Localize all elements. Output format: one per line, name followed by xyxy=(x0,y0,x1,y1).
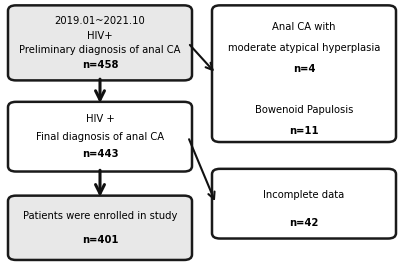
Text: 2019.01~2021.10: 2019.01~2021.10 xyxy=(55,16,145,26)
FancyBboxPatch shape xyxy=(212,169,396,239)
FancyBboxPatch shape xyxy=(212,5,396,142)
Text: Preliminary diagnosis of anal CA: Preliminary diagnosis of anal CA xyxy=(19,45,181,55)
Text: Bowenoid Papulosis: Bowenoid Papulosis xyxy=(255,105,353,115)
Text: moderate atypical hyperplasia: moderate atypical hyperplasia xyxy=(228,43,380,53)
Text: Patients were enrolled in study: Patients were enrolled in study xyxy=(23,211,177,221)
Text: n=401: n=401 xyxy=(82,234,118,245)
Text: n=11: n=11 xyxy=(289,126,319,136)
Text: n=458: n=458 xyxy=(82,59,118,70)
Text: HIV+: HIV+ xyxy=(87,31,113,41)
Text: Final diagnosis of anal CA: Final diagnosis of anal CA xyxy=(36,132,164,142)
Text: HIV +: HIV + xyxy=(86,114,114,124)
FancyBboxPatch shape xyxy=(8,196,192,260)
Text: Anal CA with: Anal CA with xyxy=(272,22,336,32)
Text: Incomplete data: Incomplete data xyxy=(263,190,345,200)
Text: n=4: n=4 xyxy=(293,64,315,73)
Text: n=42: n=42 xyxy=(289,218,319,229)
FancyBboxPatch shape xyxy=(8,5,192,80)
FancyBboxPatch shape xyxy=(8,102,192,172)
Text: n=443: n=443 xyxy=(82,149,118,159)
